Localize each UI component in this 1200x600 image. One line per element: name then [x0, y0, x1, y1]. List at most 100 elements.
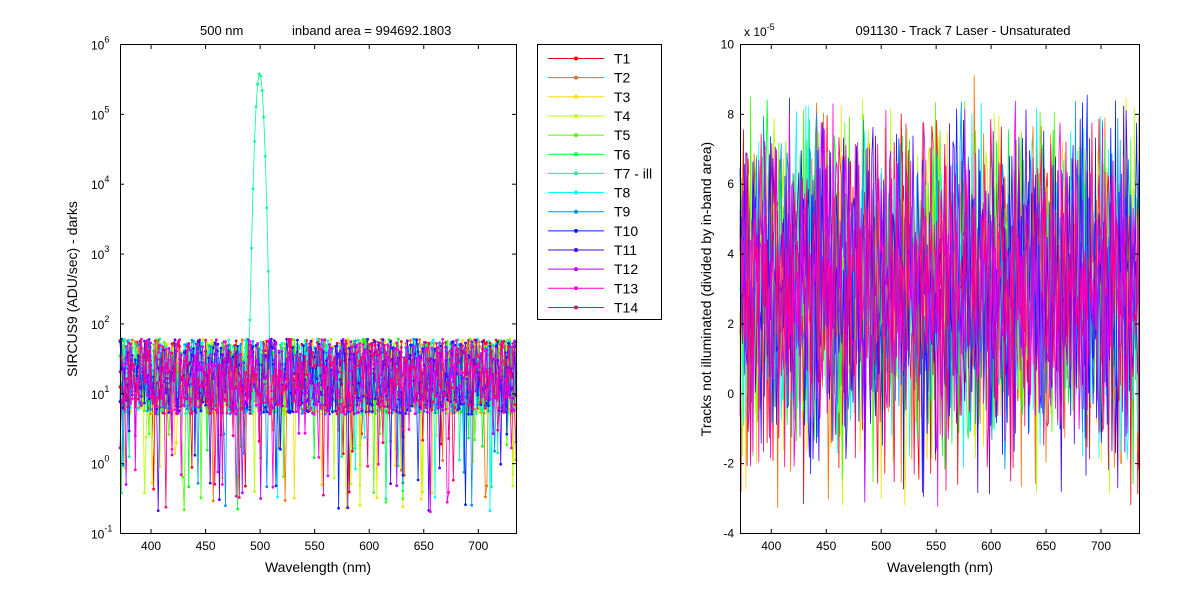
left-data-point — [383, 344, 386, 347]
left-data-point — [166, 361, 169, 365]
left-data-point — [401, 481, 405, 485]
left-data-point — [432, 338, 435, 342]
left-data-point — [404, 412, 408, 415]
left-data-point — [496, 340, 500, 344]
left-data-point — [159, 396, 163, 400]
left-data-point — [166, 342, 169, 346]
left-data-point — [305, 342, 308, 346]
left-data-point — [418, 403, 422, 406]
left-data-point — [162, 400, 166, 403]
left-data-point — [398, 411, 402, 414]
left-data-point — [193, 409, 197, 413]
left-data-point — [455, 339, 458, 342]
left-data-point — [470, 346, 474, 349]
left-data-point — [338, 410, 342, 414]
left-data-point — [406, 357, 409, 361]
left-data-point — [144, 340, 148, 344]
left-data-point — [234, 385, 238, 388]
left-data-point — [266, 399, 270, 402]
left-data-point — [396, 390, 400, 394]
left-data-point — [152, 401, 156, 405]
left-data-point — [273, 339, 276, 342]
left-data-point — [435, 364, 438, 368]
left-data-point — [467, 387, 470, 390]
left-data-point — [373, 361, 377, 365]
left-data-point — [257, 72, 261, 76]
left-data-point — [511, 396, 515, 400]
left-data-point — [130, 397, 134, 401]
left-data-point — [438, 466, 441, 470]
left-data-point — [205, 448, 209, 452]
left-data-point — [351, 449, 354, 453]
left-data-point — [129, 402, 133, 405]
left-data-point — [211, 362, 215, 366]
left-data-point — [484, 349, 487, 353]
left-data-point — [247, 379, 250, 382]
left-data-point — [315, 337, 319, 341]
left-data-point — [419, 497, 423, 501]
left-data-point — [507, 345, 510, 348]
left-data-point — [381, 338, 385, 342]
left-data-point — [136, 407, 140, 411]
left-data-point — [354, 467, 357, 471]
left-data-point — [377, 353, 380, 357]
left-data-point — [396, 464, 400, 468]
left-y-tick-label: 106 — [91, 35, 109, 53]
left-data-point — [306, 397, 310, 401]
left-data-point — [124, 377, 128, 381]
left-data-point — [292, 496, 296, 500]
left-data-point — [403, 356, 406, 360]
left-data-point — [280, 391, 284, 395]
left-data-point — [127, 341, 131, 345]
left-data-point — [227, 408, 231, 412]
left-data-point — [213, 482, 217, 486]
left-data-point — [329, 337, 333, 341]
left-data-point — [216, 370, 220, 373]
left-data-point — [314, 383, 318, 387]
left-data-point — [375, 496, 379, 499]
left-data-point — [244, 339, 247, 342]
left-data-point — [493, 395, 496, 399]
left-data-point — [358, 399, 362, 403]
left-data-point — [331, 410, 334, 414]
left-data-point — [477, 340, 481, 344]
left-data-point — [396, 337, 400, 341]
left-data-point — [253, 378, 256, 381]
left-data-point — [156, 509, 160, 512]
left-data-point — [320, 483, 324, 487]
left-data-point — [425, 410, 429, 414]
left-data-point — [286, 410, 290, 414]
left-data-point — [155, 407, 159, 411]
left-data-point — [387, 411, 391, 415]
left-data-point — [337, 352, 340, 356]
left-data-point — [263, 349, 267, 352]
left-data-point — [133, 468, 137, 472]
left-data-point — [413, 412, 417, 416]
left-data-point — [244, 371, 247, 375]
left-data-point — [242, 411, 246, 415]
left-data-point — [346, 407, 350, 411]
legend-label: T5 — [614, 127, 631, 143]
left-data-point — [473, 343, 477, 347]
left-data-point — [424, 406, 428, 409]
left-data-point — [459, 402, 463, 406]
left-data-point — [196, 481, 200, 485]
left-data-point — [444, 407, 448, 411]
left-data-point — [262, 410, 266, 414]
left-data-point — [421, 438, 425, 442]
right-x-tick-label: 450 — [816, 539, 836, 553]
left-data-point — [274, 341, 278, 344]
right-x-axis-label: Wavelength (nm) — [887, 559, 993, 575]
left-data-point — [331, 373, 334, 377]
left-data-point — [266, 270, 270, 273]
left-data-point — [302, 386, 305, 389]
left-data-point — [192, 347, 195, 351]
left-data-point — [199, 402, 203, 405]
left-data-point — [337, 370, 340, 374]
left-data-point — [511, 342, 515, 345]
left-data-point — [476, 393, 480, 397]
left-x-tick-label: 400 — [141, 539, 161, 553]
left-data-point — [448, 382, 452, 386]
left-x-axis-label: Wavelength (nm) — [265, 559, 371, 575]
left-data-point — [358, 342, 362, 345]
